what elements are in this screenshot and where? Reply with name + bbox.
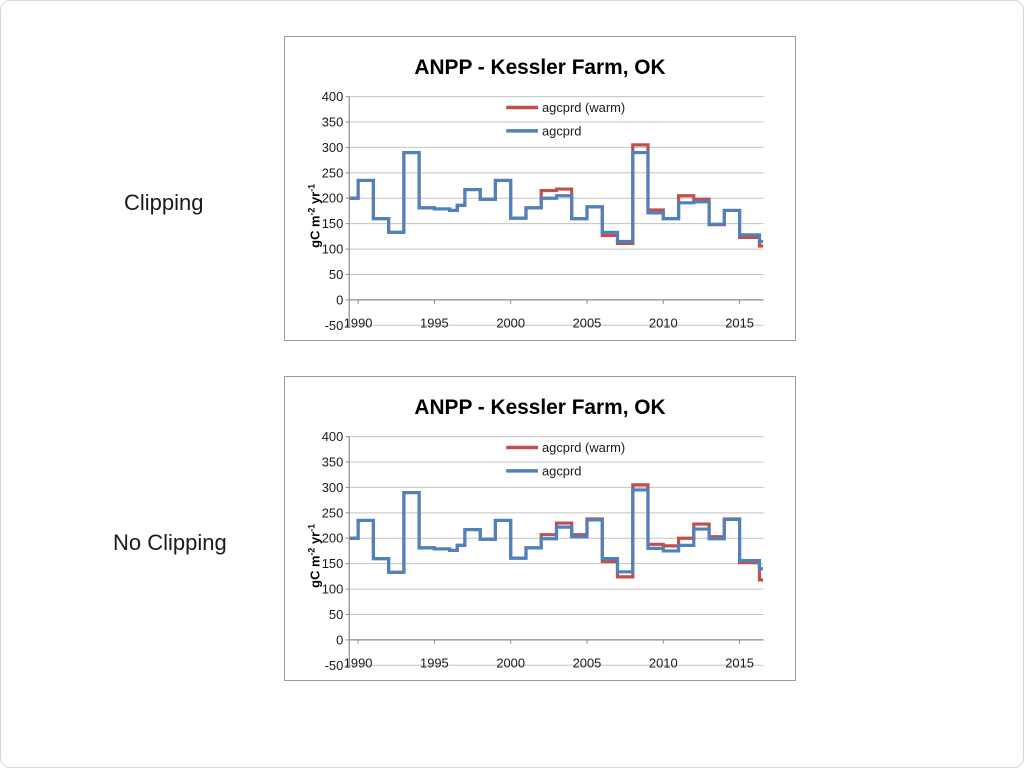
y-tick-label: 400: [322, 429, 344, 444]
chart-title: ANPP - Kessler Farm, OK: [414, 56, 665, 79]
chart-title: ANPP - Kessler Farm, OK: [414, 396, 665, 419]
y-tick-label: 50: [329, 607, 343, 622]
y-tick-label: 350: [322, 114, 344, 129]
legend-label: agcprd (warm): [542, 440, 625, 455]
y-tick-label: 250: [322, 165, 344, 180]
legend-item-agcprd: agcprd: [506, 463, 581, 478]
y-axis: [345, 436, 350, 666]
y-tick-label: 200: [322, 531, 344, 546]
legend-label: agcprd (warm): [542, 100, 625, 115]
x-tick-label: 1995: [420, 656, 449, 671]
y-tick-label: 300: [322, 480, 344, 495]
y-tick-label: 100: [322, 582, 344, 597]
x-tick-label: 2005: [573, 316, 602, 331]
x-axis-labels: 1990 1995 2000 2005 2010 2015: [344, 656, 754, 671]
y-tick-label: 150: [322, 556, 344, 571]
x-tick-label: 1990: [344, 656, 373, 671]
legend: agcprd (warm) agcprd: [506, 100, 625, 138]
x-axis: [349, 639, 764, 644]
chart-clipping: 1990 1995 2000 2005 2010 2015 400 350 300 250 200 1…: [284, 36, 796, 341]
y-tick-label: -50: [325, 318, 344, 333]
x-tick-label: 2005: [573, 656, 602, 671]
y-axis-labels: 400 350 300 250 200 150 100 50 0 -50: [322, 429, 344, 673]
legend-item-agcprd-warm: agcprd (warm): [506, 440, 625, 455]
y-tick-label: 300: [322, 140, 344, 155]
series-line-agcprd: [349, 488, 764, 574]
legend-item-agcprd: agcprd: [506, 123, 581, 138]
y-tick-label: -50: [325, 658, 344, 673]
y-axis-labels: 400 350 300 250 200 150 100 50 0 -50: [322, 89, 344, 333]
y-axis: [345, 96, 350, 326]
x-tick-label: 1995: [420, 316, 449, 331]
x-axis-labels: 1990 1995 2000 2005 2010 2015: [344, 316, 754, 331]
y-tick-label: 350: [322, 454, 344, 469]
y-tick-label: 150: [322, 216, 344, 231]
x-tick-label: 2010: [649, 656, 678, 671]
y-axis-title: gC m-2 yr-1: [306, 524, 322, 588]
legend: agcprd (warm) agcprd: [506, 440, 625, 478]
y-tick-label: 50: [329, 267, 343, 282]
no-clipping-chart-svg: 1990 1995 2000 2005 2010 2015 400 350 300 250 200 1…: [306, 396, 764, 673]
y-axis-title: gC m-2 yr-1: [306, 184, 322, 248]
y-tick-label: 400: [322, 89, 344, 104]
clipping-chart-svg: 1990 1995 2000 2005 2010 2015 400 350 300 250 200 1…: [306, 56, 764, 333]
y-tick-label: 200: [322, 191, 344, 206]
x-tick-label: 2015: [725, 656, 754, 671]
x-tick-label: 2015: [725, 316, 754, 331]
chart-no-clipping: 1990 1995 2000 2005 2010 2015 400 350 300 250 200 1…: [284, 376, 796, 681]
x-tick-label: 2000: [496, 316, 525, 331]
series-line-agcprd: [349, 150, 764, 244]
y-tick-label: 100: [322, 242, 344, 257]
row-label-clipping: Clipping: [124, 190, 204, 215]
y-tick-label: 250: [322, 505, 344, 520]
legend-label: agcprd: [542, 463, 581, 478]
x-axis: [349, 299, 764, 304]
row-label-no-clipping: No Clipping: [113, 530, 227, 555]
legend-label: agcprd: [542, 123, 581, 138]
y-tick-label: 0: [336, 632, 343, 647]
x-tick-label: 2000: [496, 656, 525, 671]
y-tick-label: 0: [336, 292, 343, 307]
x-tick-label: 2010: [649, 316, 678, 331]
x-tick-label: 1990: [344, 316, 373, 331]
legend-item-agcprd-warm: agcprd (warm): [506, 100, 625, 115]
